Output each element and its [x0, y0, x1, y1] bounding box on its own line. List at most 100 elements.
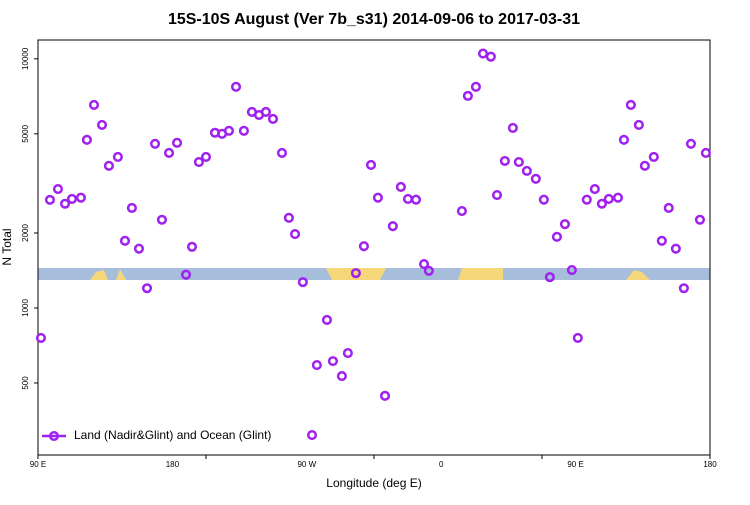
x-axis-label: Longitude (deg E): [326, 476, 421, 490]
data-point: [559, 219, 571, 230]
data-point: [327, 356, 338, 367]
data-point: [618, 134, 629, 145]
data-point: [200, 151, 212, 162]
data-point: [283, 212, 294, 223]
x-tick-label: 0: [439, 460, 444, 469]
data-point: [456, 205, 467, 217]
data-point: [35, 332, 47, 344]
data-point: [66, 193, 78, 204]
data-point: [297, 277, 308, 288]
data-point: [141, 283, 153, 294]
land-patch: [116, 269, 126, 280]
data-point: [596, 198, 607, 209]
data-point: [685, 138, 697, 149]
data-point: [75, 192, 86, 203]
data-point: [402, 193, 414, 204]
x-tick-label: 180: [166, 460, 180, 469]
data-point: [223, 125, 235, 136]
data-point: [112, 151, 123, 162]
chart-title: 15S-10S August (Ver 7b_s31) 2014-09-06 t…: [168, 11, 580, 28]
data-point: [538, 194, 549, 205]
data-point: [52, 184, 64, 195]
data-point: [639, 160, 650, 171]
data-point: [133, 243, 145, 254]
data-point: [633, 119, 644, 130]
data-point: [395, 181, 406, 193]
data-point: [572, 332, 583, 344]
x-tick-label: 90 E: [30, 460, 46, 469]
data-point: [491, 189, 503, 201]
data-point: [88, 99, 100, 110]
data-point: [180, 269, 192, 280]
x-tick-label: 90 W: [297, 460, 316, 469]
data-point: [507, 122, 518, 133]
data-point: [103, 160, 114, 171]
data-point: [477, 48, 489, 59]
data-point: [186, 241, 198, 252]
data-point: [423, 265, 434, 276]
data-point: [238, 125, 249, 136]
y-tick-label: 2000: [21, 224, 30, 242]
data-point: [365, 159, 377, 171]
data-point: [551, 231, 562, 242]
data-point: [342, 348, 353, 359]
data-point: [193, 157, 204, 168]
data-point: [663, 202, 674, 214]
data-point: [462, 90, 473, 101]
data-point: [379, 390, 391, 401]
surface-band: [38, 268, 710, 280]
data-point: [358, 241, 369, 252]
x-tick-label: 90 E: [567, 460, 583, 469]
data-point: [321, 314, 333, 326]
plot-frame: [37, 39, 711, 456]
land-patch: [458, 268, 503, 280]
data-point: [260, 106, 271, 118]
data-point: [566, 264, 577, 276]
data-point: [603, 193, 614, 204]
data-point: [648, 151, 659, 162]
data-point: [513, 157, 524, 168]
data-point: [581, 194, 592, 205]
data-point: [678, 283, 689, 294]
land-patch: [626, 270, 650, 280]
data-point: [694, 214, 705, 225]
y-tick-label: 1000: [21, 299, 30, 317]
data-point: [485, 51, 496, 62]
y-axis-label: N Total: [0, 228, 14, 265]
data-point: [172, 137, 183, 148]
data-point: [267, 113, 279, 124]
data-point: [231, 81, 242, 92]
data-point: [306, 430, 318, 441]
data-point: [387, 221, 398, 232]
data-point: [470, 81, 481, 92]
legend-label: Land (Nadir&Glint) and Ocean (Glint): [74, 428, 271, 442]
data-point: [289, 229, 301, 240]
data-point: [372, 192, 383, 203]
land-patch: [90, 270, 108, 280]
data-point: [163, 147, 175, 159]
data-point: [700, 147, 711, 159]
data-point: [311, 360, 322, 371]
data-point: [126, 202, 137, 214]
data-point: [60, 198, 71, 209]
data-point: [589, 184, 600, 195]
x-tick-label: 180: [703, 460, 717, 469]
data-point: [544, 272, 555, 283]
data-point: [149, 138, 161, 149]
data-point: [418, 259, 430, 270]
data-point: [625, 99, 636, 110]
data-point: [670, 243, 681, 254]
data-point: [276, 147, 288, 159]
land-patch: [326, 268, 386, 280]
legend-marker: [48, 430, 60, 442]
data-point: [156, 214, 167, 225]
data-point: [44, 194, 55, 205]
y-tick-label: 5000: [21, 124, 30, 142]
data-point: [499, 155, 510, 167]
data-point: [81, 134, 92, 145]
data-point: [530, 173, 541, 184]
data-point: [521, 165, 532, 176]
data-point: [336, 371, 347, 382]
y-tick-label: 10000: [21, 47, 30, 70]
